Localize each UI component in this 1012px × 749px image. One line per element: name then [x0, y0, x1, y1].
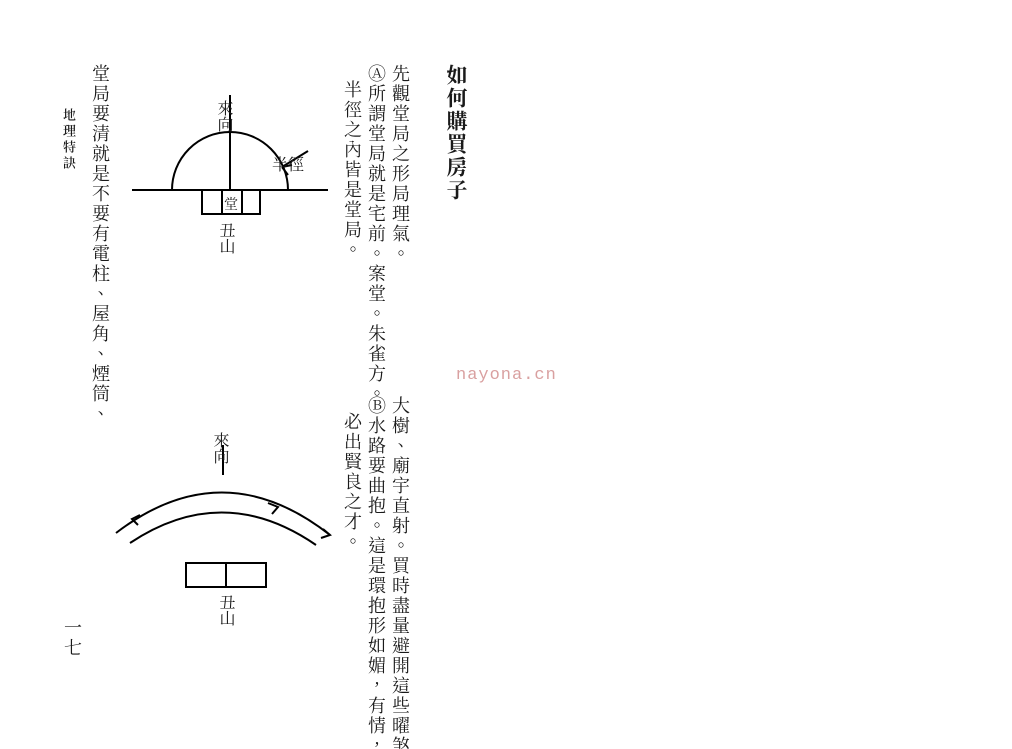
lower-line3: 必出賢良之才。 — [340, 412, 366, 552]
upper-label-laixiang: 來向 — [214, 100, 237, 132]
page-number: 一七 — [60, 618, 86, 658]
lower-line1: 大樹、廟宇直射。買時盡量避開這些曜煞物。 — [388, 396, 414, 749]
upper-label-tang: 堂 — [224, 194, 238, 214]
left-column-text: 堂局要清就是不要有電柱、屋角、煙筒、 — [88, 64, 114, 424]
upper-label-banjing: 半徑 — [272, 152, 304, 175]
lower-label-choushan: 丑山 — [216, 594, 239, 626]
upper-label-choushan: 丑山 — [216, 222, 239, 254]
watermark: nayona.cn — [456, 366, 557, 385]
upper-line2: Ⓐ所謂堂局就是宅前。案堂。朱雀方。 — [364, 64, 390, 404]
section-heading: 如何購買房子 — [442, 64, 472, 202]
lower-line2: Ⓑ水路要曲抱。這是環抱形如媚，有情， — [364, 396, 390, 749]
upper-line3: 半徑之內皆是堂局。 — [340, 80, 366, 260]
upper-line1: 先觀堂局之形局理氣。 — [388, 64, 414, 264]
page-root: 如何購買房子 先觀堂局之形局理氣。 Ⓐ所謂堂局就是宅前。案堂。朱雀方。 半徑之內… — [0, 0, 1012, 749]
running-title: 地理特訣 — [60, 108, 79, 172]
lower-label-laixiang: 來向 — [210, 432, 233, 464]
